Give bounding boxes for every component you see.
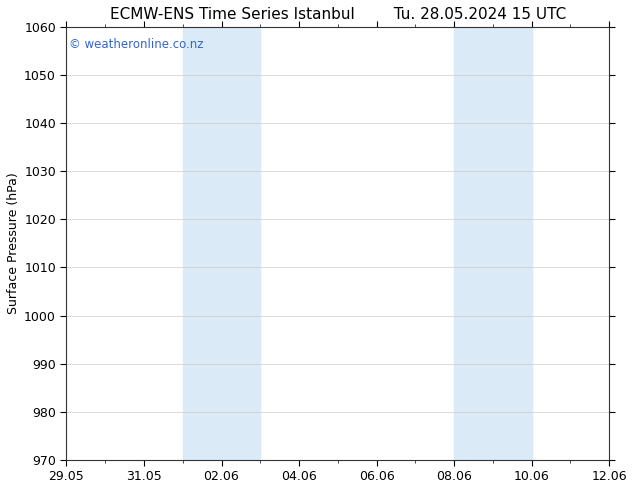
- Title: ECMW-ENS Time Series Istanbul        Tu. 28.05.2024 15 UTC: ECMW-ENS Time Series Istanbul Tu. 28.05.…: [110, 7, 566, 22]
- Bar: [183, 27, 261, 460]
- Bar: [454, 27, 532, 460]
- Text: © weatheronline.co.nz: © weatheronline.co.nz: [69, 38, 204, 51]
- Y-axis label: Surface Pressure (hPa): Surface Pressure (hPa): [7, 172, 20, 314]
